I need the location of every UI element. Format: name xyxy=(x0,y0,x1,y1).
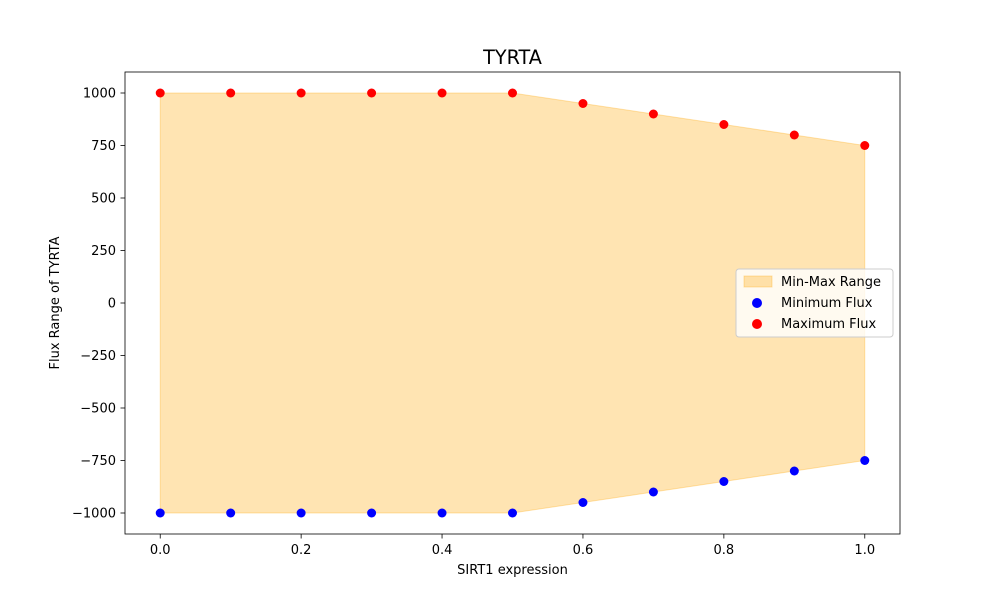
legend-box xyxy=(735,268,894,338)
min-flux-point xyxy=(367,508,377,518)
max-flux-point xyxy=(578,99,588,108)
x-tick-label: 0.4 xyxy=(432,543,453,558)
x-tick-label: 0.6 xyxy=(573,543,594,558)
x-tick-label: 1.0 xyxy=(854,543,875,558)
x-tick-label: 0.2 xyxy=(291,543,312,558)
max-flux-point xyxy=(860,141,870,150)
legend-swatch-range xyxy=(743,275,773,288)
max-flux-point xyxy=(648,109,658,119)
legend-label-range: Min-Max Range xyxy=(781,275,881,290)
y-tick-label: 500 xyxy=(91,192,116,207)
min-flux-point xyxy=(860,456,870,465)
y-tick-label: 1000 xyxy=(83,87,116,102)
chart-title: TYRTA xyxy=(482,46,542,69)
y-tick-label: −1000 xyxy=(72,507,116,522)
x-tick-label: 0.8 xyxy=(714,543,735,558)
y-tick-label: −500 xyxy=(80,402,116,417)
max-flux-point xyxy=(437,88,447,98)
min-flux-point xyxy=(155,508,165,518)
x-axis-ticks: 0.0 0.2 0.4 0.6 0.8 1.0 xyxy=(150,534,875,558)
y-axis-ticks: −1000 −750 −500 −250 0 250 500 750 1000 xyxy=(72,87,125,522)
y-axis-label: Flux Range of TYRTA xyxy=(48,236,63,369)
min-flux-point xyxy=(226,508,236,518)
max-flux-point xyxy=(155,88,165,98)
legend-marker-min xyxy=(752,298,762,308)
min-flux-point xyxy=(296,508,306,518)
min-flux-point xyxy=(719,477,729,486)
legend-label-min: Minimum Flux xyxy=(781,296,873,311)
y-tick-label: −750 xyxy=(80,454,116,469)
min-flux-point xyxy=(578,498,588,507)
max-flux-point xyxy=(789,130,799,140)
plot-area xyxy=(155,88,870,518)
y-tick-label: −250 xyxy=(80,349,116,364)
max-flux-point xyxy=(367,88,377,98)
y-tick-label: 250 xyxy=(91,244,116,259)
legend-marker-max xyxy=(752,319,762,329)
max-flux-point xyxy=(226,88,236,98)
max-flux-point xyxy=(296,88,306,98)
y-tick-label: 750 xyxy=(91,139,116,154)
legend-label-max: Maximum Flux xyxy=(781,317,877,332)
min-flux-point xyxy=(508,508,517,518)
max-flux-point xyxy=(508,88,517,98)
legend: Min-Max Range Minimum Flux Maximum Flux xyxy=(735,268,894,338)
x-tick-label: 0.0 xyxy=(150,543,171,558)
min-flux-point xyxy=(648,487,658,497)
y-tick-label: 0 xyxy=(108,297,116,312)
min-flux-point xyxy=(437,508,447,518)
max-flux-point xyxy=(719,120,729,129)
min-flux-point xyxy=(789,466,799,476)
x-axis-label: SIRT1 expression xyxy=(457,563,568,578)
